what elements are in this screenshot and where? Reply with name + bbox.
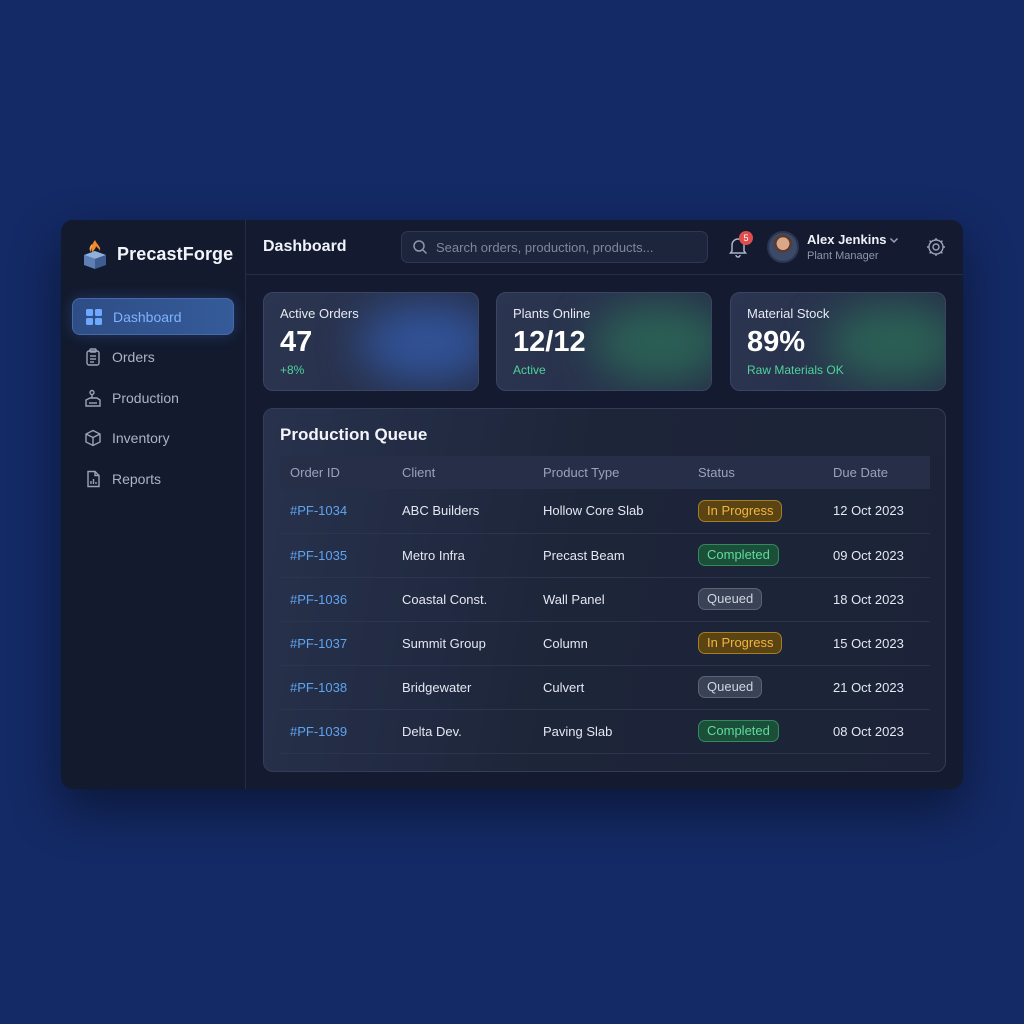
sidebar-nav: Dashboard Orders Production [72, 298, 234, 501]
sidebar-item-label: Inventory [112, 430, 170, 446]
production-queue-panel: Production Queue Order ID Client Product… [263, 408, 946, 772]
table-row[interactable]: #PF-1037 Summit Group Column In Progress… [280, 621, 930, 665]
stat-sub: +8% [280, 363, 305, 377]
notification-badge: 5 [739, 231, 753, 245]
order-id-link[interactable]: #PF-1039 [290, 723, 348, 739]
column-header-product-type[interactable]: Product Type [543, 465, 620, 480]
table-row[interactable]: #PF-1035 Metro Infra Precast Beam Comple… [280, 533, 930, 577]
column-header-order-id[interactable]: Order ID [290, 465, 340, 480]
due-date-cell: 12 Oct 2023 [833, 503, 904, 519]
sidebar-item-reports[interactable]: Reports [72, 460, 234, 497]
due-date-cell: 08 Oct 2023 [833, 723, 904, 739]
order-id-link[interactable]: #PF-1035 [290, 547, 348, 563]
sidebar-item-label: Orders [112, 349, 155, 365]
stat-value: 12/12 [513, 326, 586, 358]
sidebar-item-dashboard[interactable]: Dashboard [72, 298, 234, 335]
client-cell: Delta Dev. [402, 723, 462, 739]
status-cell: In Progress [688, 489, 823, 533]
status-badge: In Progress [698, 632, 783, 654]
search-bar[interactable] [401, 231, 708, 263]
user-role: Plant Manager [807, 250, 879, 262]
column-header-client[interactable]: Client [402, 465, 436, 480]
table-row[interactable]: #PF-1036 Coastal Const. Wall Panel Queue… [280, 577, 930, 621]
card-glow [591, 303, 711, 383]
stat-label: Active Orders [280, 306, 359, 321]
sidebar-item-label: Production [112, 389, 179, 406]
column-header-status[interactable]: Status [698, 465, 735, 480]
client-cell: Coastal Const. [402, 591, 488, 607]
search-icon [413, 240, 428, 255]
stat-value: 47 [280, 326, 313, 358]
due-date-cell: 21 Oct 2023 [833, 679, 904, 695]
brand[interactable]: PrecastForge [81, 234, 233, 274]
order-id-link[interactable]: #PF-1034 [290, 503, 348, 519]
column-header-due-date[interactable]: Due Date [833, 465, 888, 480]
order-id-link[interactable]: #PF-1036 [290, 591, 348, 607]
client-cell: ABC Builders [402, 503, 480, 519]
table-row[interactable]: #PF-1038 Bridgewater Culvert Queued 21 O… [280, 665, 930, 709]
stat-card-material-stock[interactable]: Material Stock 89% Raw Materials OK [730, 292, 946, 391]
card-glow [825, 303, 945, 383]
page-title: Dashboard [263, 238, 347, 255]
order-id-link[interactable]: #PF-1038 [290, 679, 348, 695]
factory-icon [85, 389, 101, 407]
status-badge: Queued [698, 676, 763, 698]
table-header-row: Order ID Client Product Type Status Due … [280, 456, 930, 489]
product-cell: Culvert [543, 679, 585, 695]
order-id-link[interactable]: #PF-1037 [290, 635, 348, 651]
status-badge: Completed [698, 544, 779, 566]
status-badge: Completed [698, 720, 779, 742]
client-cell: Summit Group [402, 635, 486, 651]
avatar[interactable] [767, 231, 799, 263]
box-icon [85, 429, 101, 447]
app-window: PrecastForge Dashboard Orders [61, 220, 963, 789]
table-row[interactable]: #PF-1039 Delta Dev. Paving Slab Complete… [280, 709, 930, 753]
status-cell: In Progress [688, 621, 823, 665]
client-cell: Bridgewater [402, 679, 472, 695]
client-cell: Metro Infra [402, 547, 465, 563]
status-cell: Completed [688, 709, 823, 753]
product-cell: Paving Slab [543, 723, 613, 739]
product-cell: Precast Beam [543, 547, 625, 563]
production-queue-table: Order ID Client Product Type Status Due … [280, 456, 930, 754]
sidebar-item-orders[interactable]: Orders [72, 339, 234, 376]
product-cell: Hollow Core Slab [543, 503, 644, 519]
card-glow [358, 303, 478, 383]
user-name[interactable]: Alex Jenkins [807, 232, 887, 247]
sidebar-item-label: Dashboard [113, 308, 182, 325]
brand-name: PrecastForge [117, 243, 234, 264]
sidebar-item-inventory[interactable]: Inventory [72, 420, 234, 457]
panel-title: Production Queue [280, 425, 428, 444]
sidebar-item-label: Reports [112, 470, 162, 487]
clipboard-icon [86, 348, 100, 366]
status-cell: Queued [688, 577, 823, 621]
stat-label: Plants Online [513, 306, 591, 321]
stat-card-plants-online[interactable]: Plants Online 12/12 Active [496, 292, 712, 391]
report-icon [87, 470, 100, 487]
settings-gear-icon[interactable] [926, 237, 946, 257]
sidebar: PrecastForge Dashboard Orders [61, 220, 246, 789]
grid-icon [86, 308, 102, 325]
due-date-cell: 15 Oct 2023 [833, 635, 904, 651]
chevron-down-icon[interactable] [888, 234, 900, 246]
status-badge: In Progress [698, 499, 783, 522]
topbar: Dashboard 5 Alex Jenkins Plant Manager [246, 220, 963, 275]
stat-sub: Active [513, 363, 546, 377]
main-content: Dashboard 5 Alex Jenkins Plant Manager [246, 220, 963, 789]
brand-logo-icon [84, 240, 106, 269]
status-cell: Queued [688, 665, 823, 709]
status-cell: Completed [688, 533, 823, 577]
stat-card-active-orders[interactable]: Active Orders 47 +8% [263, 292, 479, 391]
stat-value: 89% [747, 326, 806, 358]
search-input[interactable] [436, 239, 696, 255]
due-date-cell: 09 Oct 2023 [833, 547, 904, 563]
table-row[interactable]: #PF-1034 ABC Builders Hollow Core Slab I… [280, 489, 930, 533]
product-cell: Wall Panel [543, 591, 605, 607]
stat-sub: Raw Materials OK [747, 363, 844, 377]
due-date-cell: 18 Oct 2023 [833, 591, 904, 607]
sidebar-item-production[interactable]: Production [72, 379, 234, 416]
product-cell: Column [543, 635, 588, 651]
stat-label: Material Stock [747, 306, 830, 321]
status-badge: Queued [698, 588, 763, 610]
